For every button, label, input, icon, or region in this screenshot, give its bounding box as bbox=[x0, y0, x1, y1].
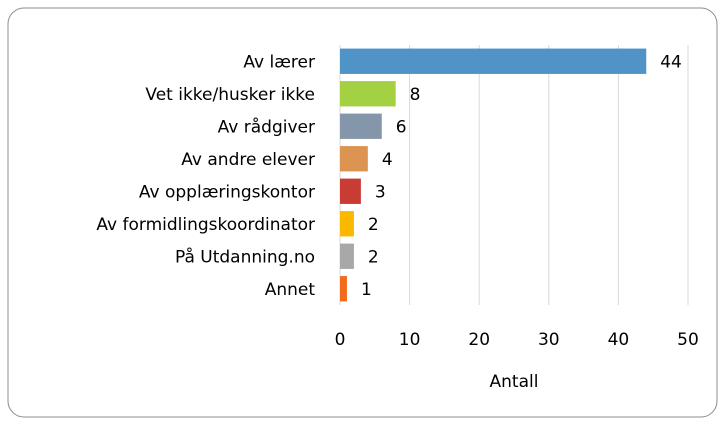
y-tick-label: På Utdanning.no bbox=[175, 246, 315, 267]
data-label: 3 bbox=[375, 182, 386, 202]
y-tick-label: Av lærer bbox=[243, 52, 315, 72]
data-label: 1 bbox=[361, 280, 372, 300]
x-tick-label: 10 bbox=[399, 330, 421, 350]
x-tick-label: 20 bbox=[468, 330, 490, 350]
chart-frame bbox=[7, 7, 718, 418]
x-tick-label: 30 bbox=[538, 330, 560, 350]
y-tick-label: Av rådgiver bbox=[218, 116, 315, 137]
bar bbox=[340, 113, 382, 139]
y-tick-label: Vet ikke/husker ikke bbox=[145, 85, 315, 105]
bar bbox=[340, 146, 368, 172]
bar bbox=[340, 81, 396, 107]
x-tick-label: 40 bbox=[608, 330, 630, 350]
bar bbox=[340, 243, 354, 269]
bar bbox=[340, 276, 347, 302]
data-label: 2 bbox=[368, 215, 379, 235]
data-label: 2 bbox=[368, 247, 379, 267]
bar bbox=[340, 178, 361, 204]
x-axis-title: Antall bbox=[490, 372, 539, 392]
data-label: 44 bbox=[660, 52, 682, 72]
y-tick-label: Av opplæringskontor bbox=[139, 182, 315, 202]
y-tick-label: Av formidlingskoordinator bbox=[96, 215, 315, 235]
data-label: 4 bbox=[382, 150, 393, 170]
x-tick-label: 50 bbox=[677, 330, 699, 350]
bar bbox=[340, 48, 647, 74]
data-label: 8 bbox=[410, 85, 421, 105]
y-tick-label: Annet bbox=[265, 280, 316, 300]
data-label: 6 bbox=[396, 117, 407, 137]
bar bbox=[340, 211, 354, 237]
y-tick-label: Av andre elever bbox=[181, 150, 315, 170]
x-tick-label: 0 bbox=[335, 330, 346, 350]
